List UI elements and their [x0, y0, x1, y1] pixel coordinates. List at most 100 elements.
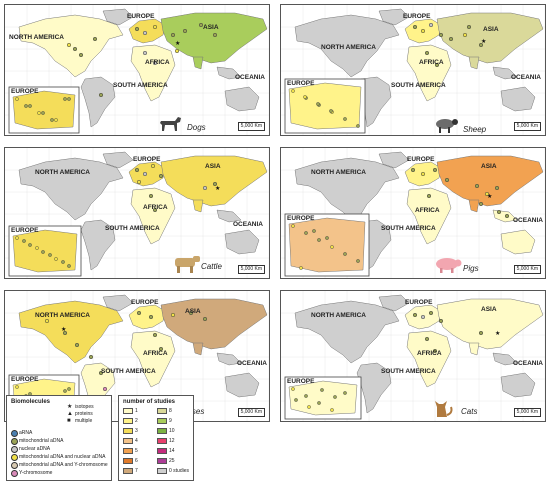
world-map: ★ — [281, 291, 545, 421]
sample-site — [136, 310, 142, 316]
sample-site — [478, 42, 484, 48]
animal-name: Sheep — [463, 125, 487, 134]
inset-sample-site — [67, 97, 71, 101]
label-europe: EUROPE — [127, 13, 155, 20]
map-panel-dogs: ★ NORTH AMERICA EUROPE ASIA AFRICA SOUTH AMER… — [4, 4, 270, 136]
label-africa: AFRICA — [417, 350, 442, 357]
inset-sample-site — [54, 118, 58, 122]
inset-sample-site — [63, 389, 67, 393]
region-au — [500, 229, 536, 255]
studies-label: 4 — [135, 438, 138, 444]
region-gr — [102, 294, 134, 312]
inset-sample-site — [41, 250, 45, 254]
studies-label: 1 — [135, 408, 138, 414]
label-north-america: NORTH AMERICA — [35, 312, 91, 319]
inset-sample-site — [330, 245, 334, 249]
label-asia: ASIA — [483, 26, 499, 33]
region-as — [160, 12, 268, 64]
marker-label: proteins — [75, 411, 93, 417]
inset-sample-site — [316, 102, 320, 106]
animal-name: Dogs — [187, 123, 206, 132]
region-af — [406, 330, 452, 388]
studies-swatch — [157, 438, 167, 444]
sample-site — [448, 36, 454, 42]
isotope-marker: ★ — [175, 40, 180, 47]
inset-sample-site — [15, 385, 19, 389]
sample-site — [102, 386, 108, 392]
region-as — [436, 12, 544, 64]
label-south-america: SOUTH AMERICA — [101, 368, 156, 375]
region-in — [192, 199, 204, 213]
region-as — [160, 298, 268, 350]
sample-site — [444, 177, 450, 183]
inset-sample-site — [48, 253, 52, 257]
region-eu — [128, 304, 166, 330]
sample-site — [170, 312, 176, 318]
sample-site — [412, 312, 418, 318]
sample-site — [478, 201, 484, 207]
sample-site — [152, 332, 158, 338]
sample-site — [420, 171, 426, 177]
animal-name: Pigs — [463, 264, 479, 273]
marker-symbol: ★ — [67, 404, 73, 410]
region-in — [192, 56, 204, 70]
studies-swatch — [157, 408, 167, 414]
studies-label: 6 — [135, 458, 138, 464]
isotope-marker: ★ — [215, 185, 220, 192]
label-africa: AFRICA — [143, 350, 168, 357]
inset-sample-site — [307, 405, 311, 409]
inset-sample-site — [356, 124, 360, 128]
region-as — [436, 155, 544, 207]
studies-label: 0 studies — [169, 468, 190, 474]
label-inset-europe: EUROPE — [287, 215, 315, 222]
region-na — [294, 157, 400, 221]
studies-swatch — [157, 458, 167, 464]
region-gr — [102, 151, 134, 169]
sample-site — [142, 171, 148, 177]
studies-swatch — [123, 458, 133, 464]
region-eu — [128, 18, 166, 44]
sample-site — [142, 50, 148, 56]
region-au — [500, 372, 536, 398]
region-af — [130, 330, 176, 388]
sample-site — [412, 24, 418, 30]
inset-sample-site — [325, 236, 329, 240]
label-inset-europe: EUROPE — [287, 378, 315, 385]
animal-name: Cats — [461, 407, 478, 416]
label-oceania: OCEANIA — [235, 74, 265, 81]
region-sea — [216, 66, 242, 80]
studies-swatch — [157, 418, 167, 424]
region-na — [294, 14, 400, 78]
label-inset-europe: EUROPE — [11, 376, 39, 383]
label-europe: EUROPE — [133, 156, 161, 163]
label-north-america: NORTH AMERICA — [35, 169, 91, 176]
studies-label: 10 — [169, 428, 175, 434]
label-asia: ASIA — [481, 163, 497, 170]
inset-sample-site — [330, 408, 334, 412]
studies-label: 2 — [135, 418, 138, 424]
inset-sample-site — [24, 104, 28, 108]
inset-sample-site — [54, 257, 58, 261]
region-sa — [80, 76, 116, 128]
sample-site — [150, 163, 156, 169]
sample-site — [420, 314, 426, 320]
biomolecules-legend: Biomolecules aRNA mitochondrial aDNA nucle… — [6, 395, 112, 481]
biomolecule-swatch — [11, 470, 18, 477]
studies-swatch — [123, 468, 133, 474]
sample-site — [432, 348, 438, 354]
sample-site — [182, 28, 188, 34]
studies-label: 12 — [169, 438, 175, 444]
region-af — [406, 187, 452, 245]
sample-site — [134, 26, 140, 32]
studies-title: number of studies — [123, 399, 176, 405]
world-map: ★ — [5, 5, 269, 135]
region-in — [468, 199, 480, 213]
region-au — [500, 86, 536, 112]
sample-site — [170, 32, 176, 38]
sample-site — [428, 310, 434, 316]
world-map: ★ — [5, 148, 269, 278]
inset-sample-site — [291, 224, 295, 228]
sample-site — [410, 167, 416, 173]
sample-site — [478, 330, 484, 336]
region-as — [160, 155, 268, 207]
